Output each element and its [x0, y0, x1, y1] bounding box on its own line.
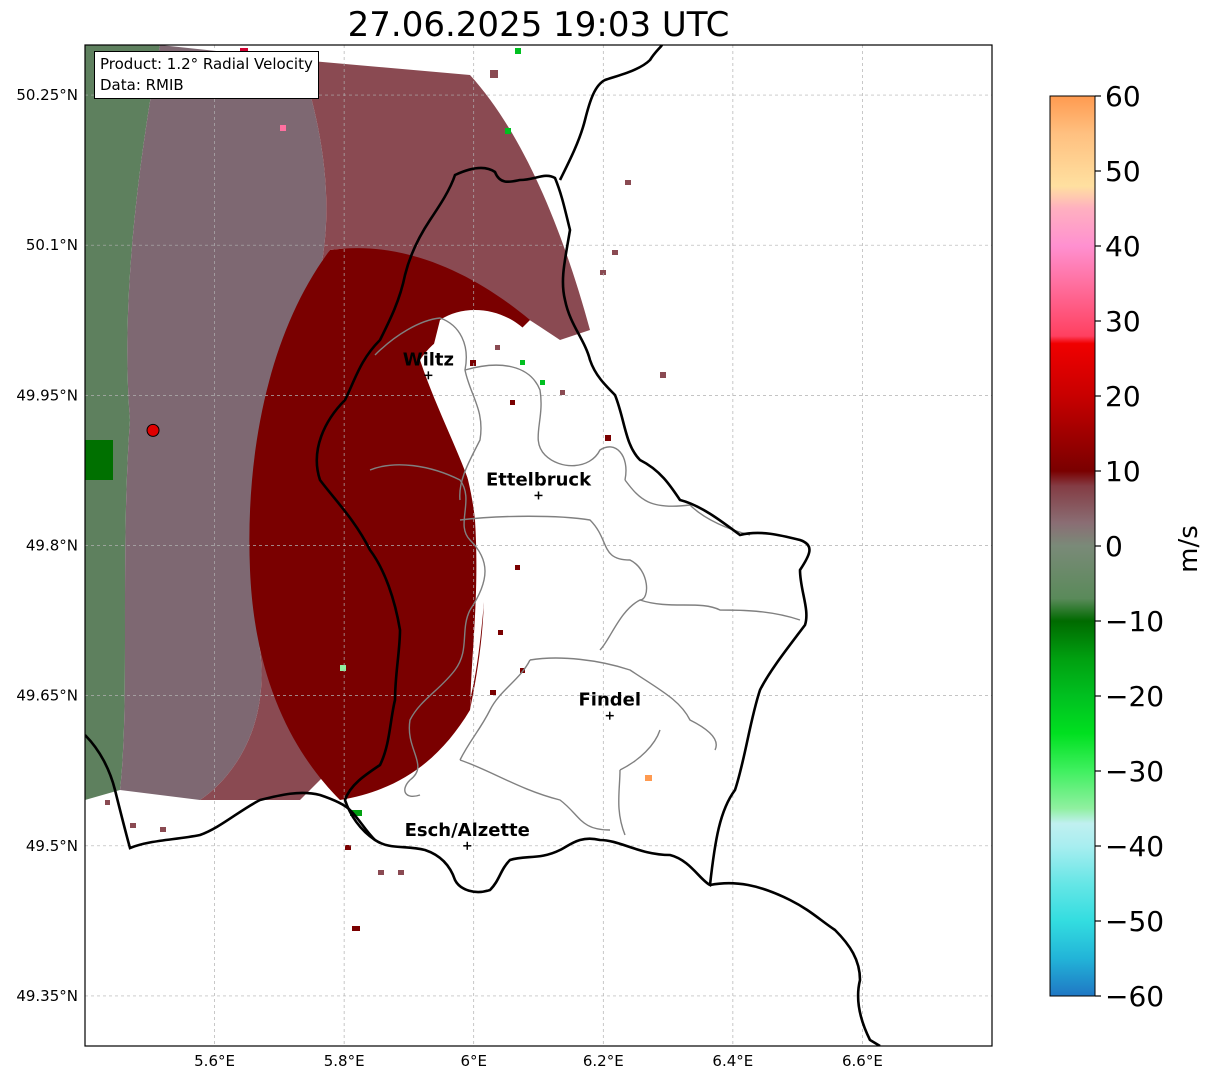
lat-tick-label: 50.25°N — [16, 86, 78, 104]
lat-tick-label: 50.1°N — [26, 236, 78, 254]
colorbar-tick-label: −20 — [1105, 680, 1164, 713]
lon-tick-label: 6°E — [460, 1052, 487, 1070]
colorbar-tick-label: 40 — [1105, 230, 1141, 263]
colorbar-tick-label: 20 — [1105, 380, 1141, 413]
scattered-echoes — [85, 48, 666, 931]
city-marker: Findel — [578, 690, 641, 720]
colorbar-unit-label: m/s — [1163, 520, 1207, 580]
product-label: Product: 1.2° Radial Velocity — [100, 55, 313, 73]
radar-site-marker — [146, 423, 160, 437]
colorbar-tick-label: 50 — [1105, 155, 1141, 188]
echo-green-region — [85, 45, 160, 800]
lat-tick-label: 49.95°N — [16, 386, 78, 404]
city-label: Findel — [578, 690, 641, 711]
lon-tick-label: 6.6°E — [842, 1052, 883, 1070]
lat-tick-label: 49.35°N — [16, 987, 78, 1005]
lon-tick-label: 5.8°E — [324, 1052, 365, 1070]
lon-tick-label: 6.4°E — [712, 1052, 753, 1070]
city-marker: Esch/Alzette — [405, 820, 530, 850]
city-label: Ettelbruck — [486, 469, 592, 490]
city-marker: Ettelbruck — [486, 469, 592, 500]
colorbar-scale — [1049, 95, 1096, 997]
colorbar-tick-label: 0 — [1105, 530, 1123, 563]
lat-tick-label: 49.8°N — [26, 537, 78, 555]
colorbar-unit: m/s — [1173, 525, 1204, 573]
latitude-labels: 50.25°N 50.1°N 49.95°N 49.8°N 49.65°N 49.5°N 4… — [16, 86, 78, 1005]
canton-borders — [369, 317, 801, 836]
colorbar-tick-label: 30 — [1105, 305, 1141, 338]
colorbar-tick-label: −30 — [1105, 755, 1164, 788]
colorbar-tick-label: 60 — [1105, 80, 1141, 113]
colorbar-tick-label: −40 — [1105, 830, 1164, 863]
map-title: 27.06.2025 19:03 UTC — [347, 5, 730, 45]
colorbar-tick-label: 10 — [1105, 455, 1141, 488]
echo-mauve-region — [200, 60, 590, 800]
product-info-box: Product: 1.2° Radial Velocity Data: RMIB — [94, 51, 319, 99]
longitude-labels: 5.6°E 5.8°E 6°E 6.2°E 6.4°E 6.6°E — [194, 1052, 883, 1070]
echo-gap — [430, 310, 540, 720]
data-source-label: Data: RMIB — [100, 76, 184, 94]
lat-tick-label: 49.65°N — [16, 687, 78, 705]
city-label: Wiltz — [403, 349, 454, 370]
lon-tick-label: 6.2°E — [583, 1052, 624, 1070]
colorbar: 60 50 40 30 20 10 0 −10 −20 −30 −40 −50 −60 — [1049, 80, 1164, 1013]
plot-frame — [84, 44, 993, 1047]
lat-tick-label: 49.5°N — [26, 837, 78, 855]
city-marker: Wiltz — [403, 349, 454, 380]
country-borders — [85, 45, 881, 1046]
colorbar-tick-label: −10 — [1105, 605, 1164, 638]
colorbar-tick-label: −60 — [1105, 980, 1164, 1013]
echo-grey-region — [120, 45, 327, 800]
city-layer: Wiltz Ettelbruck Findel Esch/Alzette — [403, 349, 641, 850]
city-label: Esch/Alzette — [405, 820, 530, 841]
lon-tick-label: 5.6°E — [194, 1052, 235, 1070]
colorbar-tick-label: −50 — [1105, 905, 1164, 938]
colorbar-ticks: 60 50 40 30 20 10 0 −10 −20 −30 −40 −50 −60 — [1095, 80, 1164, 1013]
